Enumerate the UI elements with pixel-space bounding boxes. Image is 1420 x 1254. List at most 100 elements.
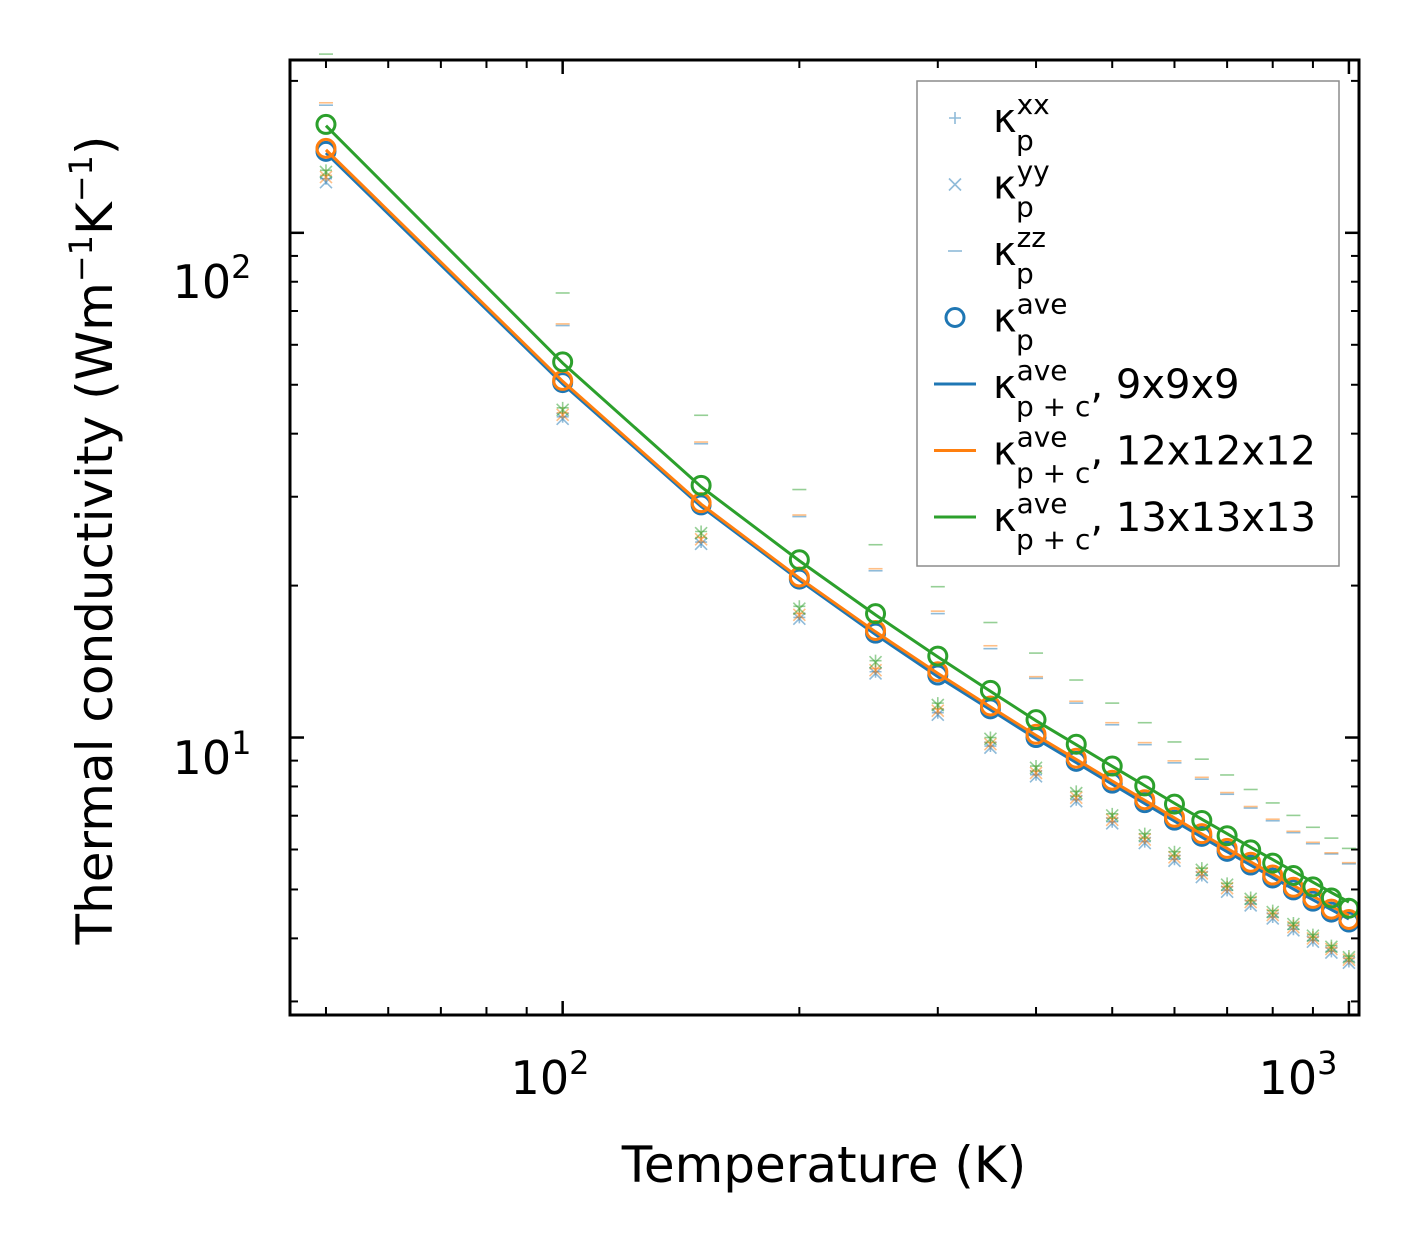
kyy-point xyxy=(1244,892,1258,906)
legend-label: κzz p xyxy=(993,221,1046,290)
kxx-point xyxy=(984,731,997,744)
kave-point xyxy=(1240,851,1262,873)
kxx-point xyxy=(1070,785,1083,798)
kave-point xyxy=(1101,769,1123,791)
y-tick-label-100: 102 xyxy=(173,248,252,309)
kxx-point xyxy=(793,600,806,613)
kxx-point xyxy=(1168,845,1181,858)
kyy-point xyxy=(931,704,945,718)
series-main-13x13x13 xyxy=(315,113,1360,919)
kxx-point xyxy=(1244,891,1257,904)
kyy-point xyxy=(1342,950,1356,964)
kave-point xyxy=(1101,755,1123,777)
kxx-point xyxy=(319,164,332,177)
kyy-point xyxy=(1138,828,1152,842)
kxx-point xyxy=(1342,950,1355,963)
legend-markers xyxy=(934,112,976,519)
series-components-13x13x13 xyxy=(318,53,1356,964)
kave-point xyxy=(1262,864,1284,886)
kyy-point xyxy=(694,532,708,546)
kxx-point xyxy=(1266,904,1279,917)
kpc-line xyxy=(324,124,1350,904)
kyy-point xyxy=(1306,929,1320,943)
kxx-point xyxy=(931,697,944,710)
kyy-point xyxy=(694,526,708,540)
kyy-point xyxy=(1220,878,1234,892)
kyy-point xyxy=(1105,808,1119,822)
kave-point xyxy=(1240,839,1262,861)
kxx-point xyxy=(1138,827,1151,840)
legend-label: κave p + c, 13x13x13 xyxy=(993,487,1316,556)
kave-point xyxy=(979,695,1001,717)
kxx-point xyxy=(869,654,882,667)
kave-point xyxy=(1282,864,1304,886)
x-tick-labels: 102 103 xyxy=(511,1044,1338,1105)
data-marks xyxy=(315,53,1360,970)
kave-point xyxy=(315,137,337,159)
kxx-point xyxy=(1030,760,1043,773)
kxx-point xyxy=(1221,877,1234,890)
legend-label: κave p xyxy=(993,288,1068,357)
kave-point xyxy=(1065,747,1087,769)
y-axis-label: Thermal conductivity (Wm−1K−1) xyxy=(62,136,124,946)
kave-point xyxy=(1025,723,1047,745)
kyy-point xyxy=(1286,917,1300,931)
kave-point xyxy=(865,603,887,625)
kave-point xyxy=(1282,876,1304,898)
kyy-point xyxy=(556,403,570,417)
legend-label: κxx p xyxy=(993,88,1050,157)
kave-point xyxy=(979,679,1001,701)
kave-point xyxy=(1191,823,1213,845)
kxx-point xyxy=(1106,807,1119,820)
kave-point xyxy=(1134,789,1156,811)
legend-label: κave p + c, 12x12x12 xyxy=(993,421,1316,490)
kyy-point xyxy=(1167,846,1182,860)
legend-cross-marker xyxy=(948,177,962,192)
y-tick-labels: 101 102 xyxy=(173,248,252,785)
kave-point xyxy=(552,351,574,373)
kave-point xyxy=(927,645,949,667)
kave-point xyxy=(1320,887,1342,909)
kyy-point xyxy=(319,170,333,184)
x-tick-label-1000: 103 xyxy=(1259,1044,1338,1105)
kyy-point xyxy=(556,408,570,422)
x-tick-label-100: 102 xyxy=(511,1044,590,1105)
kpc-line xyxy=(324,151,1350,921)
legend-label: κyy p xyxy=(993,155,1050,224)
kave-point xyxy=(927,661,949,683)
kyy-point xyxy=(931,698,945,712)
kave-point xyxy=(1025,709,1047,731)
kyy-point xyxy=(1029,761,1043,775)
kyy-point xyxy=(868,655,883,669)
kave-point xyxy=(1302,876,1324,898)
kyy-point xyxy=(1069,786,1083,800)
kave-point xyxy=(315,113,337,135)
kyy-point xyxy=(792,608,806,622)
kyy-point xyxy=(1195,863,1209,877)
kyy-point xyxy=(983,732,997,746)
kave-point xyxy=(1191,809,1213,831)
kave-point xyxy=(1065,733,1087,755)
kxx-point xyxy=(1195,862,1208,875)
kyy-point xyxy=(983,737,997,751)
kyy-point xyxy=(319,165,333,179)
kave-point xyxy=(1163,806,1185,828)
kave-point xyxy=(788,549,810,571)
kave-point xyxy=(1163,793,1185,815)
kave-point xyxy=(1216,825,1238,847)
kyy-point xyxy=(694,537,708,551)
x-axis-label: Temperature (K) xyxy=(621,1136,1026,1194)
kave-point xyxy=(1216,837,1238,859)
kxx-point xyxy=(1325,939,1338,952)
legend-plus-marker xyxy=(949,112,961,124)
kave-point xyxy=(690,474,712,496)
plot-frame xyxy=(288,58,1361,1017)
kyy-point xyxy=(1029,766,1043,780)
kave-point xyxy=(1262,852,1284,874)
kyy-point xyxy=(319,175,333,189)
kyy-point xyxy=(1069,791,1083,805)
kave-point xyxy=(1134,775,1156,797)
